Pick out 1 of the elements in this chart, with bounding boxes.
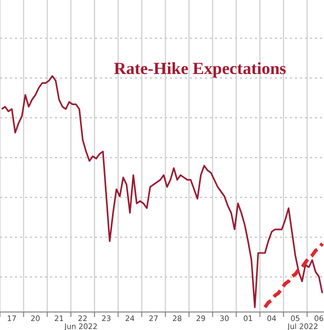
chart-title: Rate-Hike Expectations <box>114 59 287 78</box>
